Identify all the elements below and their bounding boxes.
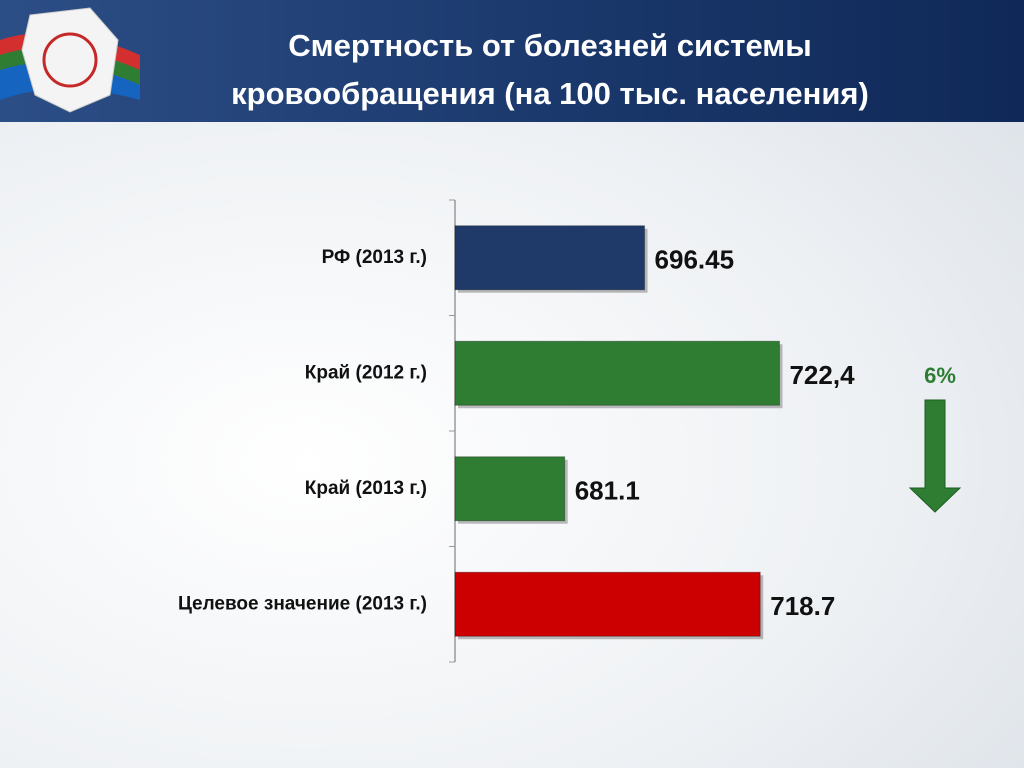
down-arrow (908, 399, 962, 513)
annotation: 6% (924, 363, 956, 388)
value-label: 718.7 (770, 591, 835, 621)
bar (454, 225, 646, 291)
bar (454, 340, 780, 406)
header-band (0, 0, 1024, 122)
logo (0, 7, 140, 113)
value-label: 722,4 (789, 360, 855, 390)
bar (454, 571, 761, 637)
bar (454, 456, 566, 522)
value-label: 696.45 (655, 245, 735, 275)
y-tick-label: Край (2013 г.) (305, 478, 427, 499)
y-tick-label: Край (2012 г.) (305, 362, 427, 383)
value-label: 681.1 (575, 476, 640, 506)
y-tick-label: РФ (2013 г.) (322, 247, 427, 268)
chart-title: Смертность от болезней системы кровообра… (231, 28, 869, 111)
y-tick-label: Целевое значение (2013 г.) (178, 593, 427, 614)
